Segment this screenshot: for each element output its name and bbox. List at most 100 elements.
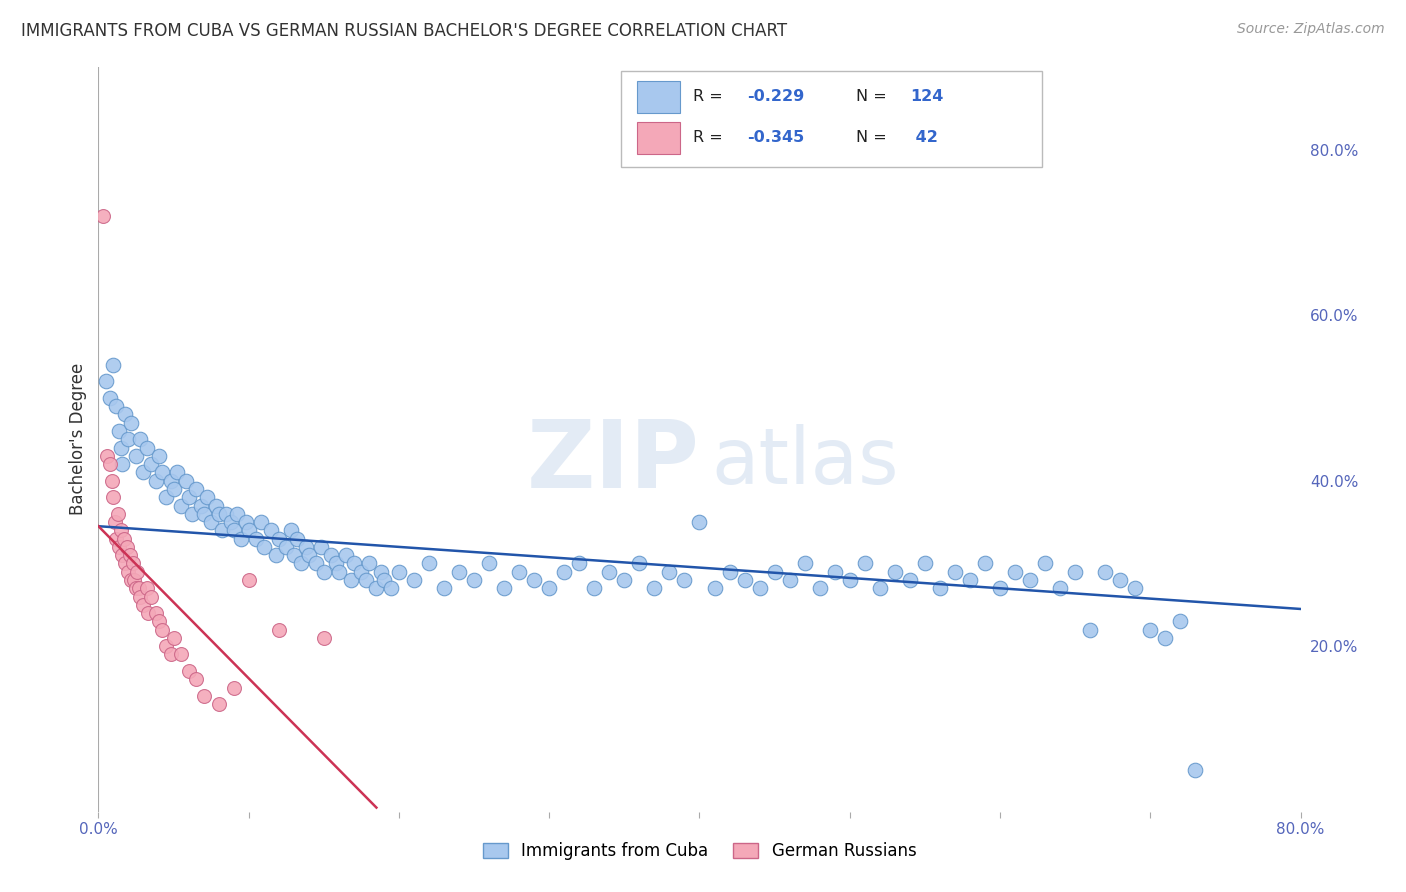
Point xyxy=(107,507,129,521)
Point xyxy=(159,474,181,488)
Point xyxy=(689,515,711,529)
Point xyxy=(111,457,134,471)
Text: -0.345: -0.345 xyxy=(748,130,804,145)
Point xyxy=(1109,573,1132,587)
Point xyxy=(370,565,392,579)
Point xyxy=(598,565,620,579)
Text: 42: 42 xyxy=(910,130,938,145)
Point xyxy=(208,697,231,711)
Point xyxy=(508,565,530,579)
Point xyxy=(145,606,167,620)
Point xyxy=(94,375,117,389)
Point xyxy=(658,565,681,579)
Text: Source: ZipAtlas.com: Source: ZipAtlas.com xyxy=(1237,22,1385,37)
Point xyxy=(734,573,756,587)
Point xyxy=(298,548,321,562)
Point xyxy=(91,209,114,223)
Point xyxy=(111,548,134,562)
Point xyxy=(309,540,332,554)
Point xyxy=(135,441,157,455)
Point xyxy=(166,466,188,480)
Point xyxy=(305,557,328,571)
Point xyxy=(170,499,193,513)
Point xyxy=(177,490,200,504)
Point xyxy=(1184,764,1206,778)
Point xyxy=(96,449,118,463)
Point xyxy=(350,565,373,579)
Point xyxy=(869,582,891,596)
Point xyxy=(328,565,350,579)
Point xyxy=(1019,573,1042,587)
Point xyxy=(215,507,238,521)
Point xyxy=(321,548,343,562)
Text: ZIP: ZIP xyxy=(527,416,700,508)
Point xyxy=(101,474,124,488)
Point xyxy=(260,524,283,538)
Point xyxy=(184,673,207,687)
Point xyxy=(139,590,162,604)
Point xyxy=(1004,565,1026,579)
Point xyxy=(245,532,267,546)
Point xyxy=(103,358,125,372)
Point xyxy=(280,524,302,538)
Point xyxy=(121,416,143,430)
Point xyxy=(148,615,170,629)
Point xyxy=(433,582,456,596)
Point xyxy=(174,474,197,488)
Point xyxy=(1049,582,1071,596)
Point xyxy=(184,482,207,496)
Point xyxy=(238,573,260,587)
Point xyxy=(1123,582,1146,596)
Point xyxy=(235,515,257,529)
Point xyxy=(763,565,786,579)
Point xyxy=(959,573,981,587)
Point xyxy=(125,449,148,463)
Point xyxy=(1094,565,1116,579)
Point xyxy=(129,432,152,446)
Text: N =: N = xyxy=(856,89,891,104)
Point xyxy=(135,582,157,596)
Point xyxy=(283,548,305,562)
Point xyxy=(1170,615,1192,629)
Point xyxy=(290,557,312,571)
Point xyxy=(148,449,170,463)
Point xyxy=(354,573,377,587)
Point xyxy=(673,573,696,587)
Point xyxy=(357,557,380,571)
Point xyxy=(643,582,665,596)
Point xyxy=(193,689,215,703)
Point xyxy=(366,582,388,596)
Point xyxy=(132,466,155,480)
Point xyxy=(177,664,200,678)
Point xyxy=(114,557,136,571)
Point xyxy=(267,532,290,546)
Point xyxy=(276,540,298,554)
Point xyxy=(343,557,366,571)
Point xyxy=(718,565,741,579)
Point xyxy=(193,507,215,521)
Point xyxy=(222,524,245,538)
Point xyxy=(325,557,347,571)
Point xyxy=(105,399,128,413)
Point xyxy=(478,557,501,571)
Point xyxy=(219,515,242,529)
Point xyxy=(613,573,636,587)
Point xyxy=(125,582,148,596)
Point xyxy=(114,408,136,422)
Point xyxy=(380,582,402,596)
Point xyxy=(159,648,181,662)
Point xyxy=(824,565,846,579)
Y-axis label: Bachelor's Degree: Bachelor's Degree xyxy=(69,363,87,516)
Point xyxy=(150,623,173,637)
Point xyxy=(105,532,128,546)
Point xyxy=(988,582,1011,596)
Point xyxy=(538,582,561,596)
Point xyxy=(121,573,143,587)
Point xyxy=(373,573,395,587)
Point xyxy=(447,565,470,579)
Point xyxy=(145,474,167,488)
Point xyxy=(793,557,815,571)
Point xyxy=(108,540,131,554)
Point xyxy=(463,573,485,587)
Text: 124: 124 xyxy=(910,89,943,104)
